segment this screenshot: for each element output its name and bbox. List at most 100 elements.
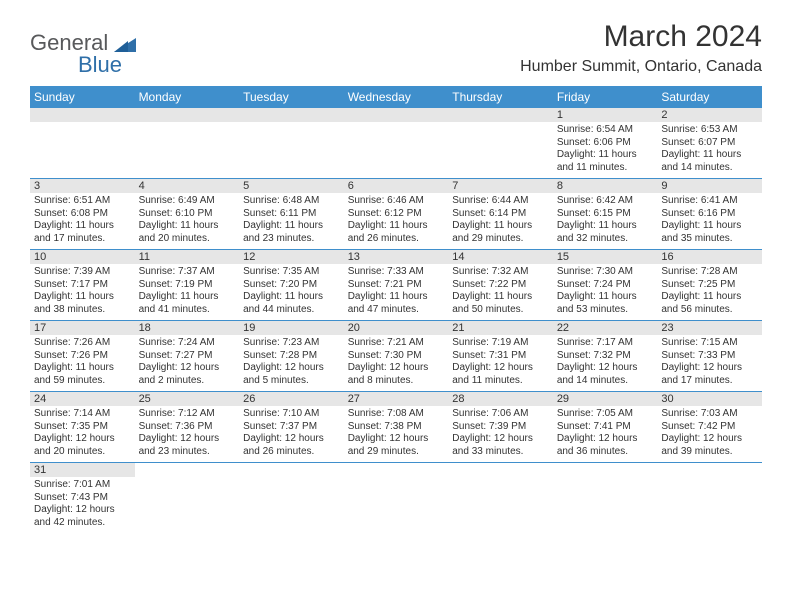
day-header-row: Sunday Monday Tuesday Wednesday Thursday… <box>30 86 762 108</box>
day-sunset: Sunset: 6:16 PM <box>661 208 758 221</box>
calendar-day-cell: 20Sunrise: 7:21 AMSunset: 7:30 PMDayligh… <box>344 321 449 392</box>
day-sunrise: Sunrise: 7:32 AM <box>452 266 549 279</box>
day-sunrise: Sunrise: 7:10 AM <box>243 408 340 421</box>
day-daylight: Daylight: 12 hours and 17 minutes. <box>661 362 758 387</box>
day-info: Sunrise: 6:46 AMSunset: 6:12 PMDaylight:… <box>344 193 449 249</box>
day-sunset: Sunset: 7:33 PM <box>661 350 758 363</box>
day-header: Monday <box>135 86 240 108</box>
day-info: Sunrise: 7:01 AMSunset: 7:43 PMDaylight:… <box>30 477 135 533</box>
calendar-day-cell: 22Sunrise: 7:17 AMSunset: 7:32 PMDayligh… <box>553 321 658 392</box>
page-title: March 2024 <box>520 20 762 54</box>
day-header: Wednesday <box>344 86 449 108</box>
day-sunset: Sunset: 6:12 PM <box>348 208 445 221</box>
calendar-empty-cell <box>344 463 449 534</box>
day-header: Tuesday <box>239 86 344 108</box>
day-daylight: Daylight: 11 hours and 56 minutes. <box>661 291 758 316</box>
day-number: 4 <box>135 179 240 193</box>
day-daylight: Daylight: 12 hours and 29 minutes. <box>348 433 445 458</box>
day-daylight: Daylight: 12 hours and 11 minutes. <box>452 362 549 387</box>
calendar-day-cell: 26 Sunrise: 7:10 AMSunset: 7:37 PMDayligh… <box>239 392 344 463</box>
empty-daynum <box>344 108 449 122</box>
day-number: 9 <box>657 179 762 193</box>
day-daylight: Daylight: 11 hours and 23 minutes. <box>243 220 340 245</box>
day-daylight: Daylight: 12 hours and 42 minutes. <box>34 504 131 529</box>
day-daylight: Daylight: 11 hours and 14 minutes. <box>661 149 758 174</box>
day-sunrise: Sunrise: 6:51 AM <box>34 195 131 208</box>
day-info: Sunrise: 6:53 AMSunset: 6:07 PMDaylight:… <box>657 122 762 178</box>
day-number: 27 <box>344 392 449 406</box>
day-sunset: Sunset: 7:32 PM <box>557 350 654 363</box>
empty-daynum <box>448 108 553 122</box>
calendar-day-cell: 21Sunrise: 7:19 AMSunset: 7:31 PMDayligh… <box>448 321 553 392</box>
day-info: Sunrise: 7:37 AMSunset: 7:19 PMDaylight:… <box>135 264 240 320</box>
calendar-day-cell: 15Sunrise: 7:30 AMSunset: 7:24 PMDayligh… <box>553 250 658 321</box>
calendar-day-cell: 4Sunrise: 6:49 AMSunset: 6:10 PMDaylight… <box>135 179 240 250</box>
day-info: Sunrise: 7:35 AMSunset: 7:20 PMDaylight:… <box>239 264 344 320</box>
day-sunset: Sunset: 7:30 PM <box>348 350 445 363</box>
day-number: 6 <box>344 179 449 193</box>
day-sunset: Sunset: 7:28 PM <box>243 350 340 363</box>
day-number: 7 <box>448 179 553 193</box>
calendar-day-cell: 29Sunrise: 7:05 AMSunset: 7:41 PMDayligh… <box>553 392 658 463</box>
day-sunset: Sunset: 6:07 PM <box>661 137 758 150</box>
calendar-empty-cell <box>135 108 240 179</box>
calendar-day-cell: 6Sunrise: 6:46 AMSunset: 6:12 PMDaylight… <box>344 179 449 250</box>
day-info: Sunrise: 7:28 AMSunset: 7:25 PMDaylight:… <box>657 264 762 320</box>
day-sunrise: Sunrise: 7:03 AM <box>661 408 758 421</box>
day-sunrise: Sunrise: 7:17 AM <box>557 337 654 350</box>
day-sunset: Sunset: 6:14 PM <box>452 208 549 221</box>
day-sunset: Sunset: 7:31 PM <box>452 350 549 363</box>
calendar-empty-cell <box>135 463 240 534</box>
calendar-week-row: 3Sunrise: 6:51 AMSunset: 6:08 PMDaylight… <box>30 179 762 250</box>
day-daylight: Daylight: 11 hours and 32 minutes. <box>557 220 654 245</box>
header: GeneralBlue March 2024 Humber Summit, On… <box>30 20 762 76</box>
day-info: Sunrise: 7:24 AMSunset: 7:27 PMDaylight:… <box>135 335 240 391</box>
day-number: 18 <box>135 321 240 335</box>
day-info: Sunrise: 7:06 AMSunset: 7:39 PMDaylight:… <box>448 406 553 462</box>
day-sunrise: Sunrise: 7:33 AM <box>348 266 445 279</box>
logo-text-general: General <box>30 32 108 54</box>
calendar-day-cell: 17Sunrise: 7:26 AMSunset: 7:26 PMDayligh… <box>30 321 135 392</box>
day-daylight: Daylight: 12 hours and 26 minutes. <box>243 433 340 458</box>
day-number: 14 <box>448 250 553 264</box>
day-info: Sunrise: 7:23 AMSunset: 7:28 PMDaylight:… <box>239 335 344 391</box>
day-number: 13 <box>344 250 449 264</box>
title-block: March 2024 Humber Summit, Ontario, Canad… <box>520 20 762 76</box>
day-daylight: Daylight: 12 hours and 36 minutes. <box>557 433 654 458</box>
day-sunset: Sunset: 7:35 PM <box>34 421 131 434</box>
day-info: Sunrise: 7:17 AMSunset: 7:32 PMDaylight:… <box>553 335 658 391</box>
calendar-day-cell: 8Sunrise: 6:42 AMSunset: 6:15 PMDaylight… <box>553 179 658 250</box>
empty-daynum <box>239 108 344 122</box>
calendar-day-cell: 7Sunrise: 6:44 AMSunset: 6:14 PMDaylight… <box>448 179 553 250</box>
day-sunrise: Sunrise: 7:35 AM <box>243 266 340 279</box>
calendar-empty-cell <box>448 108 553 179</box>
day-daylight: Daylight: 11 hours and 20 minutes. <box>139 220 236 245</box>
day-sunrise: Sunrise: 7:39 AM <box>34 266 131 279</box>
day-sunset: Sunset: 7:20 PM <box>243 279 340 292</box>
calendar-day-cell: 3Sunrise: 6:51 AMSunset: 6:08 PMDaylight… <box>30 179 135 250</box>
day-number: 22 <box>553 321 658 335</box>
day-number: 3 <box>30 179 135 193</box>
day-info: Sunrise: 6:51 AMSunset: 6:08 PMDaylight:… <box>30 193 135 249</box>
day-sunset: Sunset: 6:06 PM <box>557 137 654 150</box>
day-sunrise: Sunrise: 7:19 AM <box>452 337 549 350</box>
day-header: Saturday <box>657 86 762 108</box>
day-number: 26 <box>239 392 344 406</box>
calendar-week-row: 1Sunrise: 6:54 AMSunset: 6:06 PMDaylight… <box>30 108 762 179</box>
day-daylight: Daylight: 12 hours and 20 minutes. <box>34 433 131 458</box>
day-number: 12 <box>239 250 344 264</box>
day-sunrise: Sunrise: 6:53 AM <box>661 124 758 137</box>
day-number: 2 <box>657 108 762 122</box>
calendar-empty-cell <box>657 463 762 534</box>
calendar-day-cell: 11Sunrise: 7:37 AMSunset: 7:19 PMDayligh… <box>135 250 240 321</box>
day-header: Thursday <box>448 86 553 108</box>
day-daylight: Daylight: 11 hours and 29 minutes. <box>452 220 549 245</box>
day-number: 15 <box>553 250 658 264</box>
day-sunrise: Sunrise: 7:08 AM <box>348 408 445 421</box>
day-number: 11 <box>135 250 240 264</box>
day-sunset: Sunset: 7:37 PM <box>243 421 340 434</box>
day-sunset: Sunset: 7:38 PM <box>348 421 445 434</box>
calendar-day-cell: 31Sunrise: 7:01 AMSunset: 7:43 PMDayligh… <box>30 463 135 534</box>
calendar-table: Sunday Monday Tuesday Wednesday Thursday… <box>30 86 762 533</box>
empty-daynum <box>135 108 240 122</box>
